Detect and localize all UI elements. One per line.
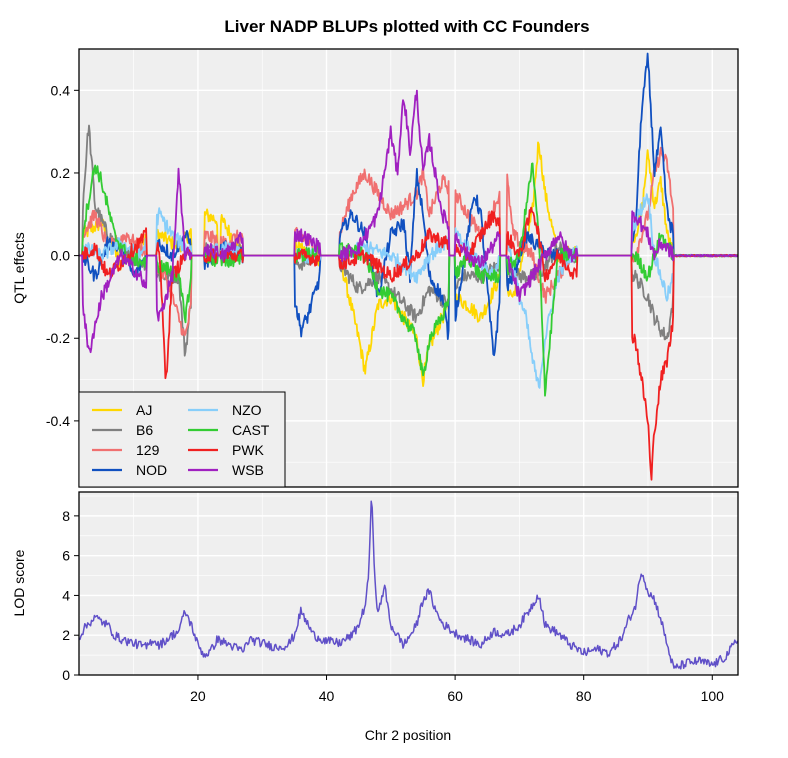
effects-series-group (78, 52, 739, 481)
legend-label-wsb: WSB (232, 462, 264, 478)
legend-label-nzo: NZO (232, 402, 262, 418)
lod-line (78, 500, 739, 670)
x-tick-label: 20 (190, 688, 206, 704)
legend-label-129: 129 (136, 442, 160, 458)
y-tick-label: -0.2 (46, 330, 70, 346)
legend-label-pwk: PWK (232, 442, 265, 458)
x-tick-label: 40 (319, 688, 335, 704)
y-tick-label: 0.2 (51, 165, 71, 181)
y-tick-label: 4 (62, 587, 70, 603)
chart-legend: AJ B6 129 NOD NZO CAST PWK WSB (78, 391, 286, 488)
series-line-wsb (78, 89, 739, 354)
effects-y-axis: -0.4 -0.2 0.0 0.2 0.4 (46, 82, 79, 429)
x-axis: 20 40 60 80 100 (190, 675, 724, 704)
y-tick-label: 2 (62, 627, 70, 643)
effects-panel-border (78, 48, 739, 488)
y-tick-label: 0.4 (51, 82, 71, 98)
legend-label-aj: AJ (136, 402, 152, 418)
y-tick-label: 0 (62, 667, 70, 683)
legend-label-nod: NOD (136, 462, 167, 478)
lod-y-axis-label: LOD score (11, 549, 27, 616)
x-tick-label: 60 (447, 688, 463, 704)
lod-panel-border (78, 491, 739, 676)
effects-y-axis-label: QTL effects (11, 232, 27, 304)
lod-series-group (78, 500, 739, 670)
x-tick-label: 80 (576, 688, 592, 704)
chart-title: Liver NADP BLUPs plotted with CC Founder… (224, 17, 589, 36)
effects-gridlines (79, 48, 738, 487)
legend-label-b6: B6 (136, 422, 153, 438)
legend-box (78, 391, 286, 488)
y-tick-label: 0.0 (51, 248, 71, 264)
x-axis-label: Chr 2 position (365, 727, 451, 743)
lod-y-axis: 0 2 4 6 8 (62, 508, 79, 683)
lod-gridlines (79, 492, 738, 675)
legend-label-cast: CAST (232, 422, 270, 438)
y-tick-label: 6 (62, 548, 70, 564)
y-tick-label: 8 (62, 508, 70, 524)
x-tick-label: 100 (701, 688, 725, 704)
lod-panel-background (79, 492, 738, 675)
y-tick-label: -0.4 (46, 413, 70, 429)
